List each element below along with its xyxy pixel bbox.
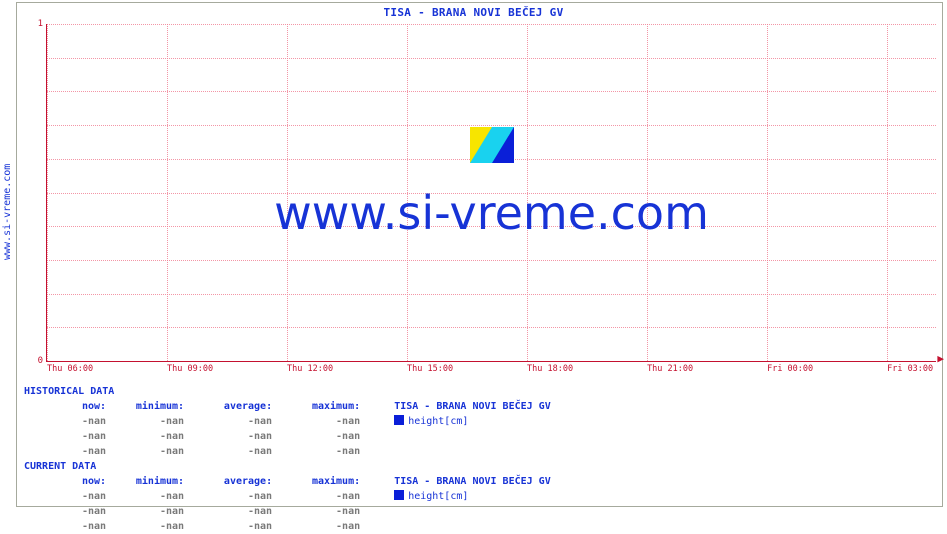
gridline-v xyxy=(647,24,648,361)
gridline-v xyxy=(167,24,168,361)
gridline-h xyxy=(47,125,936,126)
table-row: -nan -nan -nan -nan xyxy=(24,519,934,534)
current-header-row: now: minimum: average: maximum: TISA - B… xyxy=(24,474,934,489)
gridline-h xyxy=(47,294,936,295)
historical-heading: HISTORICAL DATA xyxy=(24,384,934,399)
cell-max: -nan xyxy=(278,489,360,504)
cell-avg: -nan xyxy=(190,519,272,534)
col-now: now: xyxy=(52,399,106,414)
cell-min: -nan xyxy=(112,444,184,459)
cell-now: -nan xyxy=(52,444,106,459)
xtick-label: Thu 12:00 xyxy=(287,364,333,374)
table-row: -nan -nan -nan -nan height[cm] xyxy=(24,489,934,504)
cell-avg: -nan xyxy=(190,489,272,504)
gridline-h xyxy=(47,260,936,261)
gridline-h xyxy=(47,159,936,160)
col-min: minimum: xyxy=(112,474,184,489)
xtick-label: Fri 00:00 xyxy=(767,364,813,374)
cell-avg: -nan xyxy=(190,504,272,519)
gridline-v xyxy=(887,24,888,361)
cell-min: -nan xyxy=(112,414,184,429)
ytick-label: 1 xyxy=(29,19,43,29)
cell-avg: -nan xyxy=(190,414,272,429)
cell-now: -nan xyxy=(52,429,106,444)
cell-min: -nan xyxy=(112,504,184,519)
data-tables: HISTORICAL DATA now: minimum: average: m… xyxy=(24,384,934,534)
gridline-v xyxy=(407,24,408,361)
xtick-label: Thu 18:00 xyxy=(527,364,573,374)
chart-title: TISA - BRANA NOVI BEČEJ GV xyxy=(0,6,947,19)
col-max: maximum: xyxy=(278,474,360,489)
gridline-h xyxy=(47,226,936,227)
gridline-h xyxy=(47,91,936,92)
cell-max: -nan xyxy=(278,414,360,429)
current-heading: CURRENT DATA xyxy=(24,459,934,474)
cell-max: -nan xyxy=(278,519,360,534)
gridline-h xyxy=(47,327,936,328)
cell-min: -nan xyxy=(112,429,184,444)
cell-max: -nan xyxy=(278,504,360,519)
series-label: TISA - BRANA NOVI BEČEJ GV xyxy=(394,474,551,489)
col-avg: average: xyxy=(190,399,272,414)
series-label: TISA - BRANA NOVI BEČEJ GV xyxy=(394,399,551,414)
cell-now: -nan xyxy=(52,414,106,429)
xtick-label: Thu 15:00 xyxy=(407,364,453,374)
historical-header-row: now: minimum: average: maximum: TISA - B… xyxy=(24,399,934,414)
gridline-v xyxy=(527,24,528,361)
ytick-label: 0 xyxy=(29,356,43,366)
col-min: minimum: xyxy=(112,399,184,414)
xtick-label: Thu 21:00 xyxy=(647,364,693,374)
gridline-v xyxy=(767,24,768,361)
plot-area: 1 0 Thu 06:00 Thu 09:00 Thu 12:00 Thu 15… xyxy=(46,24,936,362)
table-row: -nan -nan -nan -nan xyxy=(24,444,934,459)
gridline-h xyxy=(47,193,936,194)
xtick-label: Thu 09:00 xyxy=(167,364,213,374)
table-row: -nan -nan -nan -nan xyxy=(24,504,934,519)
table-row: -nan -nan -nan -nan height[cm] xyxy=(24,414,934,429)
gridline-v xyxy=(47,24,48,361)
legend-swatch-icon xyxy=(394,415,404,425)
gridline-h xyxy=(47,58,936,59)
xtick-label: Thu 06:00 xyxy=(47,364,93,374)
legend-text: height[cm] xyxy=(408,414,468,429)
gridline-h-major xyxy=(47,24,936,25)
gridline-v xyxy=(287,24,288,361)
cell-now: -nan xyxy=(52,504,106,519)
cell-max: -nan xyxy=(278,444,360,459)
cell-avg: -nan xyxy=(190,429,272,444)
cell-now: -nan xyxy=(52,519,106,534)
cell-avg: -nan xyxy=(190,444,272,459)
cell-min: -nan xyxy=(112,519,184,534)
col-avg: average: xyxy=(190,474,272,489)
source-label: www.si-vreme.com xyxy=(2,164,13,260)
cell-min: -nan xyxy=(112,489,184,504)
col-now: now: xyxy=(52,474,106,489)
xtick-label: Fri 03:00 xyxy=(887,364,933,374)
chart-area: 1 0 Thu 06:00 Thu 09:00 Thu 12:00 Thu 15… xyxy=(46,24,936,362)
table-row: -nan -nan -nan -nan xyxy=(24,429,934,444)
cell-max: -nan xyxy=(278,429,360,444)
col-max: maximum: xyxy=(278,399,360,414)
legend-swatch-icon xyxy=(394,490,404,500)
legend-text: height[cm] xyxy=(408,489,468,504)
x-axis-arrow-icon: ▶ xyxy=(937,352,944,365)
cell-now: -nan xyxy=(52,489,106,504)
watermark-text: www.si-vreme.com xyxy=(274,186,709,240)
